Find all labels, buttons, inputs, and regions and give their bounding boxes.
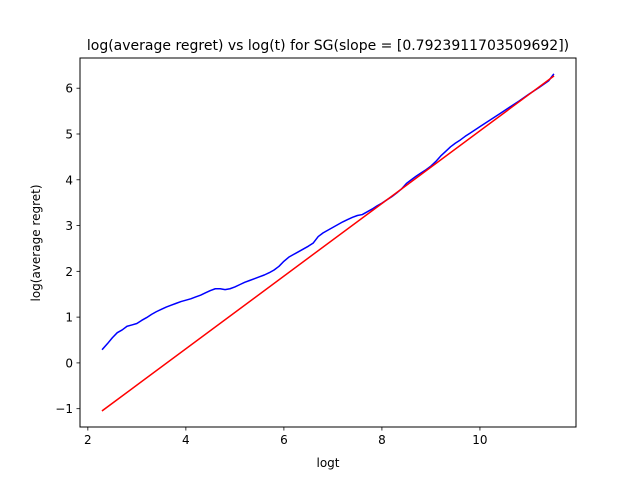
chart-title: log(average regret) vs log(t) for SG(slo…: [87, 38, 569, 54]
series-line-1: [101, 75, 555, 412]
y-tick-label-7: 6: [65, 82, 73, 96]
x-tick-label-1: 4: [182, 433, 190, 447]
y-tick-label-2: 1: [65, 311, 73, 325]
y-tick-label-6: 5: [65, 127, 73, 141]
y-tick-label-5: 4: [65, 173, 73, 187]
y-tick-label-4: 3: [65, 219, 73, 233]
y-axis-label: log(average regret): [29, 184, 43, 301]
x-axis-label: logt: [317, 456, 340, 470]
x-tick-label-3: 8: [378, 433, 386, 447]
x-tick-label-2: 6: [280, 433, 288, 447]
y-tick-label-1: 0: [65, 356, 73, 370]
axes-frame: [79, 57, 577, 428]
series-line-0: [101, 73, 555, 351]
plot-area: [101, 73, 555, 412]
x-tick-label-4: 10: [472, 433, 487, 447]
y-tick-label-0: −1: [55, 402, 73, 416]
y-tick-label-3: 2: [65, 265, 73, 279]
axis-ticks: 2 4 6 8 10 −1 0 1 2 3 4 5 6: [55, 82, 487, 447]
x-tick-label-0: 2: [84, 433, 92, 447]
